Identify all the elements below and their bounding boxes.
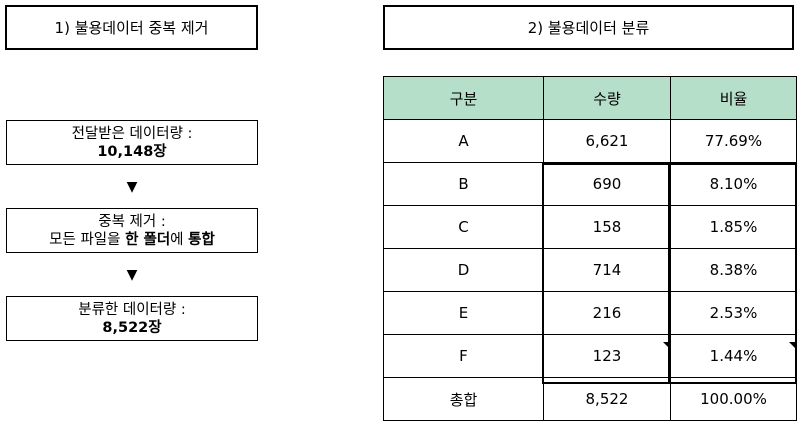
cell-category: C (383, 205, 544, 249)
cell-quantity: 690 (543, 162, 671, 206)
table-row: E 216 2.53% (383, 291, 797, 335)
received-data-value: 10,148장 (97, 143, 167, 160)
cell-quantity: 6,621 (543, 119, 671, 163)
cell-quantity: 123 (543, 334, 671, 378)
cell-category: B (383, 162, 544, 206)
arrow-down-icon: ▼ (126, 179, 138, 195)
dedup-title-text: 1) 불용데이터 중복 제거 (54, 19, 209, 37)
table-row: F 123 1.44% (383, 334, 797, 378)
cell-quantity: 216 (543, 291, 671, 335)
dedup-desc-folder: 한 폴더 (125, 231, 171, 248)
table-row: C 158 1.85% (383, 205, 797, 249)
received-data-label: 전달받은 데이터량 : (71, 125, 193, 142)
classification-title-text: 2) 불용데이터 분류 (527, 19, 650, 37)
cell-ratio: 77.69% (670, 119, 797, 163)
table-row: B 690 8.10% (383, 162, 797, 206)
cell-ratio: 1.85% (670, 205, 797, 249)
comment-marker-icon (663, 342, 669, 348)
dedup-step-label: 중복 제거 : (98, 213, 166, 230)
received-data-box: 전달받은 데이터량 : 10,148장 (6, 120, 258, 165)
table-row: D 714 8.38% (383, 248, 797, 292)
cell-ratio: 2.53% (670, 291, 797, 335)
dedup-desc-pre: 모든 파일을 (49, 231, 126, 248)
column-header-quantity: 수량 (543, 76, 671, 120)
cell-total-ratio: 100.00% (670, 377, 797, 421)
cell-category: D (383, 248, 544, 292)
cell-ratio: 1.44% (670, 334, 797, 378)
classification-section-title: 2) 불용데이터 분류 (383, 5, 794, 50)
dedup-desc-merge: 통합 (188, 231, 215, 248)
cell-ratio: 8.38% (670, 248, 797, 292)
cell-ratio: 8.10% (670, 162, 797, 206)
classified-data-box: 분류한 데이터량 : 8,522장 (6, 296, 258, 341)
classified-data-label: 분류한 데이터량 : (78, 301, 186, 318)
column-header-category: 구분 (383, 76, 544, 120)
table-header-row: 구분 수량 비율 (383, 76, 797, 120)
cell-total-quantity: 8,522 (543, 377, 671, 421)
cell-total-label: 총합 (383, 377, 544, 421)
table-row: A 6,621 77.69% (383, 119, 797, 163)
classification-table: 구분 수량 비율 A 6,621 77.69% B 690 8.10% C 15… (383, 76, 797, 421)
arrow-down-icon: ▼ (126, 267, 138, 283)
cell-category: E (383, 291, 544, 335)
dedup-section-title: 1) 불용데이터 중복 제거 (5, 5, 258, 50)
cell-quantity: 158 (543, 205, 671, 249)
cell-category: F (383, 334, 544, 378)
comment-marker-icon (789, 342, 795, 348)
classified-data-value: 8,522장 (102, 319, 162, 336)
cell-quantity: 714 (543, 248, 671, 292)
cell-category: A (383, 119, 544, 163)
dedup-step-desc: 모든 파일을 한 폴더에 통합 (49, 231, 215, 249)
dedup-desc-mid: 에 (170, 231, 189, 248)
dedup-step-box: 중복 제거 : 모든 파일을 한 폴더에 통합 (6, 208, 258, 253)
column-header-ratio: 비율 (670, 76, 797, 120)
table-total-row: 총합 8,522 100.00% (383, 377, 797, 421)
